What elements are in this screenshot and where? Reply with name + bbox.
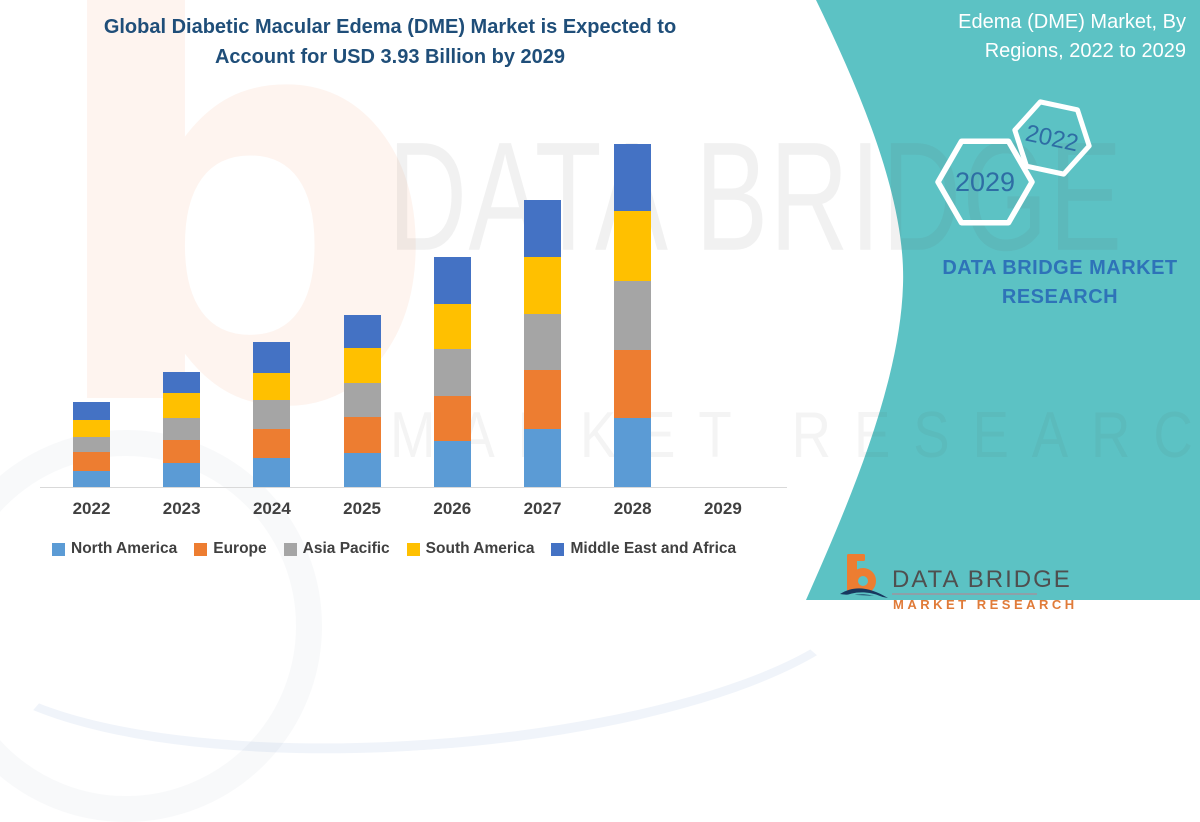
legend-label: Middle East and Africa (570, 540, 737, 557)
bar-segment-2023-asia-pacific (163, 418, 201, 440)
bar-segment-2026-middle-east-and-africa (433, 257, 471, 304)
x-axis-label-2025: 2025 (343, 499, 381, 518)
bar-segment-2024-south-america (253, 373, 291, 400)
legend-item-south-america: South America (406, 540, 535, 558)
bar-segment-2025-south-america (343, 348, 381, 383)
bar-segment-2028-south-america (614, 211, 652, 281)
chart-legend: North America Europe Asia Pacific South Ame… (52, 540, 792, 558)
legend-label: Asia Pacific (302, 540, 390, 557)
bar-segment-2027-north-america (524, 429, 561, 487)
bar-segment-2022-europe (73, 452, 110, 471)
bar-segment-2027-south-america (524, 257, 561, 314)
bar-segment-2028-asia-pacific (614, 281, 652, 350)
x-axis-label-2027: 2027 (523, 499, 562, 518)
bar-segment-2027-europe (524, 370, 561, 429)
teal-side-panel (806, 0, 1200, 600)
bar-segment-2026-south-america (433, 304, 471, 349)
legend-swatch-icon (551, 542, 565, 556)
footer-logo-underline (892, 593, 1037, 595)
bar-segment-2022-south-america (73, 420, 110, 437)
x-axis-label-2024: 2024 (252, 499, 291, 518)
x-axis-line (40, 487, 787, 488)
bar-segment-2024-europe (253, 429, 291, 458)
bar-segment-2025-europe (343, 417, 381, 453)
legend-swatch-icon (52, 542, 65, 556)
x-axis-label-2029: 2029 (703, 499, 742, 518)
bar-segment-2023-europe (163, 440, 201, 463)
legend-item-asia-pacific: Asia Pacific (283, 540, 390, 558)
hexagon-2029: 2029 (935, 138, 1035, 226)
brand-text-line2: RESEARCH (1001, 286, 1119, 308)
footer-logo-subtext: MARKET RESEARCH (893, 597, 1078, 612)
bar-segment-2027-middle-east-and-africa (524, 200, 561, 257)
legend-label: North America (71, 540, 178, 557)
legend-swatch-icon (194, 542, 208, 556)
page-title-line2: Account for USD 3.93 Billion by 2029 (214, 46, 566, 68)
brand-text-line1: DATA BRIDGE MARKET (942, 257, 1178, 279)
x-axis-label-2026: 2026 (433, 499, 472, 518)
bar-segment-2028-north-america (614, 418, 652, 487)
side-panel-heading-line1: Edema (DME) Market, By (958, 11, 1186, 33)
bar-segment-2028-middle-east-and-africa (614, 144, 652, 211)
bar-segment-2026-europe (433, 396, 471, 441)
bar-segment-2024-middle-east-and-africa (253, 342, 291, 373)
bar-segment-2024-asia-pacific (253, 400, 291, 429)
bar-segment-2027-asia-pacific (524, 314, 561, 370)
footer-logo-wordmark: DATA BRIDGE (892, 566, 1072, 593)
page-title-line1: Global Diabetic Macular Edema (DME) Mark… (103, 16, 677, 38)
bar-segment-2025-asia-pacific (343, 383, 381, 417)
bar-segment-2022-middle-east-and-africa (73, 402, 110, 420)
bar-segment-2023-south-america (163, 393, 201, 418)
legend-label: South America (425, 540, 535, 557)
bar-segment-2024-north-america (253, 458, 291, 487)
x-axis-label-2023: 2023 (162, 499, 201, 518)
data-bridge-logo-icon (840, 554, 888, 600)
legend-item-north-america: North America (52, 540, 177, 558)
hexagon-badges: 2029 2022 (935, 99, 1092, 226)
bar-segment-2026-north-america (433, 441, 471, 487)
bar-segment-2022-asia-pacific (73, 437, 110, 452)
page-title: Global Diabetic Macular Edema (DME) Mark… (70, 12, 710, 72)
legend-swatch-icon (406, 542, 420, 556)
bar-segment-2026-asia-pacific (433, 349, 471, 396)
hexagon-2022-label: 2022 (1023, 120, 1081, 158)
bar-segment-2025-north-america (343, 453, 381, 487)
x-axis-label-2028: 2028 (613, 499, 652, 518)
legend-item-europe: Europe (194, 540, 267, 558)
bar-segment-2023-north-america (163, 463, 201, 487)
legend-item-middle-east-and-africa: Middle East and Africa (551, 540, 736, 558)
hexagon-2029-label: 2029 (955, 167, 1015, 197)
bar-segment-2022-north-america (73, 471, 110, 487)
bar-segment-2025-middle-east-and-africa (343, 315, 381, 348)
watermark-text-market-research: MARKET RESEARCH (390, 399, 1200, 472)
side-panel-heading-line2: Regions, 2022 to 2029 (984, 40, 1186, 62)
legend-swatch-icon (283, 542, 297, 556)
bar-segment-2028-europe (614, 350, 652, 418)
x-axis-label-2022: 2022 (72, 499, 111, 518)
bar-segment-2023-middle-east-and-africa (163, 372, 201, 393)
brand-text: DATA BRIDGE MARKET RESEARCH (920, 254, 1200, 312)
legend-label: Europe (213, 540, 267, 557)
side-panel-heading: Edema (DME) Market, By Regions, 2022 to … (866, 8, 1186, 66)
